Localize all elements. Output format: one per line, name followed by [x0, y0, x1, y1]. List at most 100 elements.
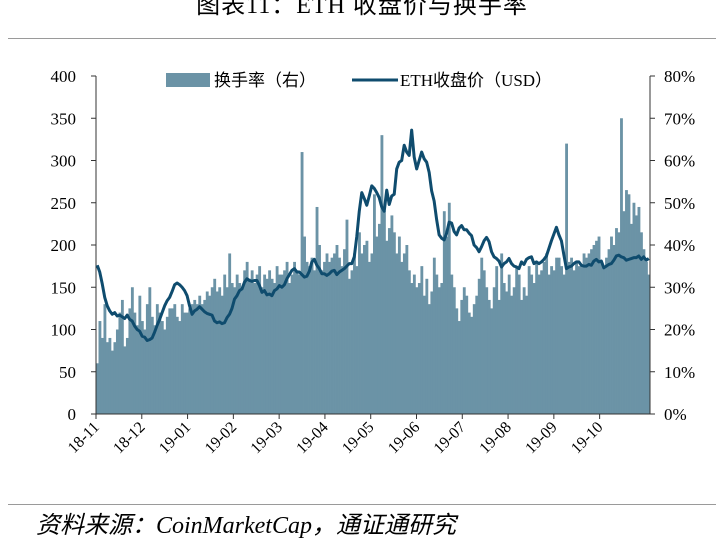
x-axis: 18-11 18-12 19-01 19-02 19-03 19-04 19-05 19-06… [65, 413, 650, 457]
turnover-bar [300, 152, 304, 415]
turnover-bar [547, 274, 551, 414]
turnover-bar [363, 245, 366, 414]
x-tick-label: 19-02 [202, 419, 240, 457]
turnover-bar [642, 249, 646, 414]
turnover-bar [298, 274, 301, 414]
turnover-bar [520, 299, 524, 414]
turnover-bar [190, 304, 194, 414]
turnover-bar [123, 346, 127, 414]
turnover-bar [607, 249, 611, 414]
turnover-bar [552, 270, 556, 414]
turnover-bar [412, 274, 416, 414]
turnover-bars [96, 118, 651, 415]
source-note: 资料来源：CoinMarketCap，通证通研究 [36, 513, 456, 539]
turnover-bar [150, 316, 154, 414]
turnover-bar [465, 295, 469, 414]
right-tick-label: 20% [664, 321, 695, 340]
turnover-bar [230, 283, 234, 414]
turnover-bar [265, 278, 269, 414]
turnover-bar [392, 232, 396, 414]
turnover-bar [235, 274, 239, 414]
turnover-bar [205, 291, 209, 414]
turnover-bar [153, 325, 157, 414]
turnover-bar [612, 245, 616, 414]
turnover-bar [427, 304, 431, 414]
legend-swatch-turnover [166, 73, 210, 87]
x-tick-label: 18-11 [65, 419, 103, 457]
turnover-bar [595, 240, 598, 414]
turnover-bar [170, 308, 174, 415]
turnover-bar [373, 194, 376, 414]
turnover-bar [258, 266, 262, 415]
turnover-bar [430, 291, 434, 414]
turnover-bar [113, 342, 117, 414]
turnover-bar [180, 304, 184, 414]
turnover-bar [497, 299, 501, 414]
left-tick-label: 300 [51, 152, 77, 171]
turnover-bar [545, 253, 549, 414]
chart-title: 图表11：ETH 收盘价与换手率 [196, 0, 528, 19]
turnover-bar [515, 266, 519, 415]
turnover-bar [562, 274, 566, 414]
turnover-bar [128, 308, 132, 415]
turnover-bar [575, 261, 578, 414]
turnover-bar [110, 350, 114, 415]
turnover-bar [502, 283, 506, 414]
turnover-bar [233, 287, 237, 414]
legend-label-price: ETH收盘价（USD） [400, 71, 552, 90]
turnover-bar [482, 270, 486, 414]
turnover-bar [188, 308, 192, 415]
turnover-bar [407, 270, 411, 414]
turnover-bar [145, 304, 149, 414]
turnover-bar [120, 299, 124, 414]
turnover-bar [382, 211, 386, 414]
turnover-bar [405, 245, 409, 414]
left-tick-label: 400 [51, 67, 77, 86]
turnover-bar [445, 236, 449, 414]
turnover-bar [360, 253, 364, 414]
x-tick-label: 19-05 [339, 419, 377, 457]
turnover-bar [422, 295, 426, 414]
turnover-bar [640, 232, 643, 414]
turnover-bar [572, 270, 576, 414]
turnover-bar [343, 249, 346, 414]
turnover-bar [98, 321, 102, 414]
turnover-bar [203, 299, 207, 414]
turnover-bar [597, 236, 601, 414]
turnover-bar [560, 266, 564, 415]
right-tick-label: 40% [664, 236, 695, 255]
turnover-bar [375, 236, 379, 414]
turnover-bar [485, 287, 489, 414]
turnover-bar [512, 287, 516, 414]
turnover-bar [105, 342, 109, 414]
turnover-bar [125, 337, 129, 414]
turnover-bar [505, 291, 509, 414]
right-axis: 0% 10% 20% 30% 40% 50% 60% 70% 80% [649, 67, 695, 424]
turnover-bar [173, 304, 177, 414]
turnover-bar [368, 261, 371, 414]
turnover-bar [395, 253, 399, 414]
turnover-bar [625, 190, 628, 414]
turnover-bar [165, 316, 169, 414]
turnover-bar [183, 312, 187, 414]
turnover-bar [355, 266, 359, 415]
turnover-bar [115, 329, 119, 414]
turnover-bar [248, 278, 252, 414]
turnover-bar [495, 266, 499, 415]
turnover-bar [380, 135, 384, 414]
turnover-bar [310, 257, 314, 414]
turnover-bar [228, 253, 232, 414]
turnover-bar [175, 316, 179, 414]
turnover-bar [550, 266, 554, 415]
turnover-bar [358, 232, 361, 414]
turnover-bar [168, 308, 172, 415]
turnover-bar [587, 253, 591, 414]
turnover-bar [215, 291, 219, 414]
turnover-bar [263, 274, 267, 414]
turnover-bar [108, 337, 112, 414]
turnover-bar [537, 274, 541, 414]
left-tick-label: 0 [68, 405, 77, 424]
turnover-bar [475, 295, 479, 414]
turnover-bar [350, 270, 354, 414]
turnover-bar [442, 211, 446, 414]
